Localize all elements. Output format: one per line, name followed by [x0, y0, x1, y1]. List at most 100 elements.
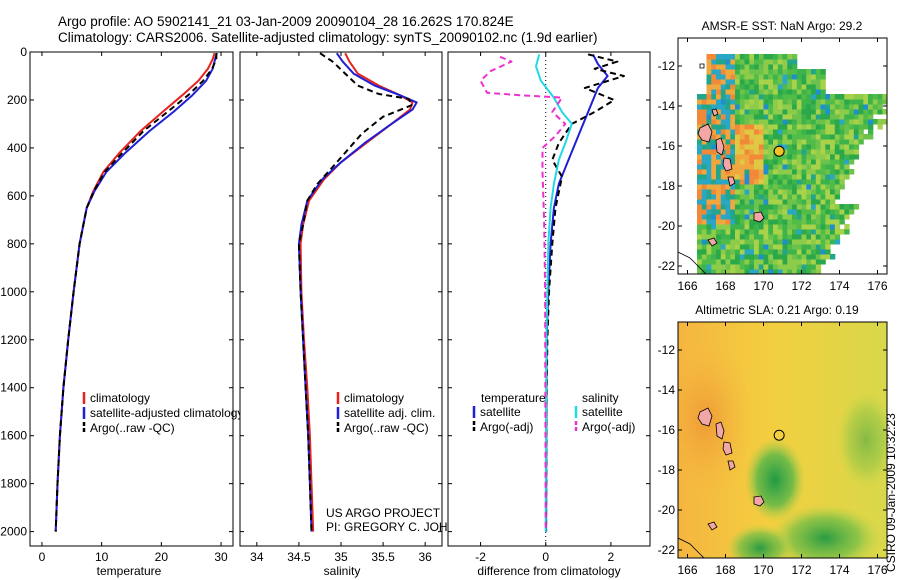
sst-pixel	[744, 144, 750, 150]
sst-pixel	[815, 94, 822, 100]
sst-pixel	[706, 249, 712, 255]
sst-pixel	[792, 189, 798, 195]
sst-pixel	[849, 94, 855, 100]
sst-pixel	[820, 189, 826, 195]
sst-pixel	[777, 184, 784, 190]
sst-pixel	[735, 254, 741, 260]
sst-pixel	[820, 129, 826, 135]
sst-pixel	[787, 244, 793, 250]
sst-pixel	[820, 184, 826, 190]
sst-pixel	[730, 189, 736, 195]
sst-pixel	[735, 119, 741, 125]
sst-pixel	[749, 134, 755, 140]
sst-pixel	[839, 109, 845, 115]
sst-pixel	[792, 84, 798, 90]
sst-pixel	[754, 229, 760, 235]
sst-pixel	[792, 94, 798, 100]
sst-pixel	[777, 194, 784, 200]
sst-pixel	[849, 104, 855, 110]
sst-pixel	[758, 239, 765, 245]
sst-pixel	[796, 244, 803, 250]
sst-pixel	[825, 184, 831, 190]
sst-pixel	[834, 174, 841, 180]
sst-pixel	[763, 74, 769, 80]
sst-pixel	[739, 154, 746, 160]
x-tick-label: 35.5	[371, 550, 395, 564]
sst-pixel	[749, 179, 755, 185]
map-x-tick-label: 166	[677, 563, 697, 577]
sst-pixel	[720, 179, 727, 185]
sst-pixel	[782, 69, 788, 75]
sst-pixel	[701, 114, 708, 120]
sst-pixel	[768, 129, 774, 135]
sst-pixel	[834, 109, 841, 115]
sst-pixel	[716, 59, 722, 65]
sst-pixel	[701, 244, 708, 250]
sst-pixel	[782, 54, 788, 60]
sst-pixel	[763, 109, 769, 115]
sst-pixel	[792, 129, 798, 135]
sst-pixel	[701, 104, 708, 110]
sst-pixel	[782, 99, 788, 105]
sst-pixel	[716, 174, 722, 180]
sst-pixel	[701, 149, 708, 155]
sla-island	[697, 407, 713, 427]
sst-pixel	[863, 109, 869, 115]
sst-pixel	[768, 139, 774, 145]
sst-pixel	[773, 239, 779, 245]
sst-pixel	[697, 199, 703, 205]
sst-pixel	[744, 209, 750, 215]
sst-pixel	[839, 204, 845, 210]
sst-pixel	[701, 109, 708, 115]
sst-pixel	[773, 234, 779, 240]
sst-pixel	[825, 249, 831, 255]
sst-pixel	[749, 264, 755, 270]
sst-pixel	[697, 239, 703, 245]
sst-pixel	[796, 139, 803, 145]
sst-pixel	[868, 129, 874, 135]
sst-pixel	[716, 204, 722, 210]
sst-pixel	[777, 264, 784, 270]
map-x-tick-label: 174	[829, 563, 849, 577]
sst-pixel	[777, 209, 784, 215]
sst-pixel	[801, 204, 807, 210]
sst-pixel	[844, 154, 850, 160]
sst-pixel	[830, 239, 836, 245]
sst-pixel	[796, 234, 803, 240]
y-tick-label: 1800	[0, 477, 27, 491]
sst-pixel	[730, 214, 736, 220]
sst-pixel	[768, 254, 774, 260]
sst-pixel	[773, 94, 779, 100]
sst-pixel	[735, 204, 741, 210]
sst-pixel	[768, 259, 774, 265]
sst-pixel	[754, 169, 760, 175]
sst-pixel	[697, 224, 703, 230]
sst-pixel	[758, 259, 765, 265]
sst-pixel	[815, 149, 822, 155]
sst-pixel	[792, 154, 798, 160]
sst-pixel	[777, 169, 784, 175]
sst-pixel	[701, 254, 708, 260]
sst-pixel	[701, 209, 708, 215]
sst-pixel	[815, 219, 822, 225]
sst-pixel	[773, 249, 779, 255]
sst-pixel	[773, 69, 779, 75]
sst-pixel	[739, 184, 746, 190]
sst-pixel	[758, 219, 765, 225]
sst-pixel	[787, 264, 793, 270]
sst-pixel	[763, 104, 769, 110]
sst-pixel	[777, 179, 784, 185]
sst-pixel	[787, 124, 793, 130]
sst-pixel	[701, 139, 708, 145]
sst-pixel	[749, 219, 755, 225]
sst-pixel	[758, 114, 765, 120]
sst-pixel	[754, 234, 760, 240]
sst-pixel	[716, 99, 722, 105]
sst-pixel	[834, 169, 841, 175]
sst-pixel	[730, 269, 736, 274]
sst-pixel	[806, 214, 812, 220]
sst-pixel	[777, 134, 784, 140]
sst-pixel	[730, 199, 736, 205]
sst-pixel	[758, 174, 765, 180]
sst-pixel	[787, 174, 793, 180]
